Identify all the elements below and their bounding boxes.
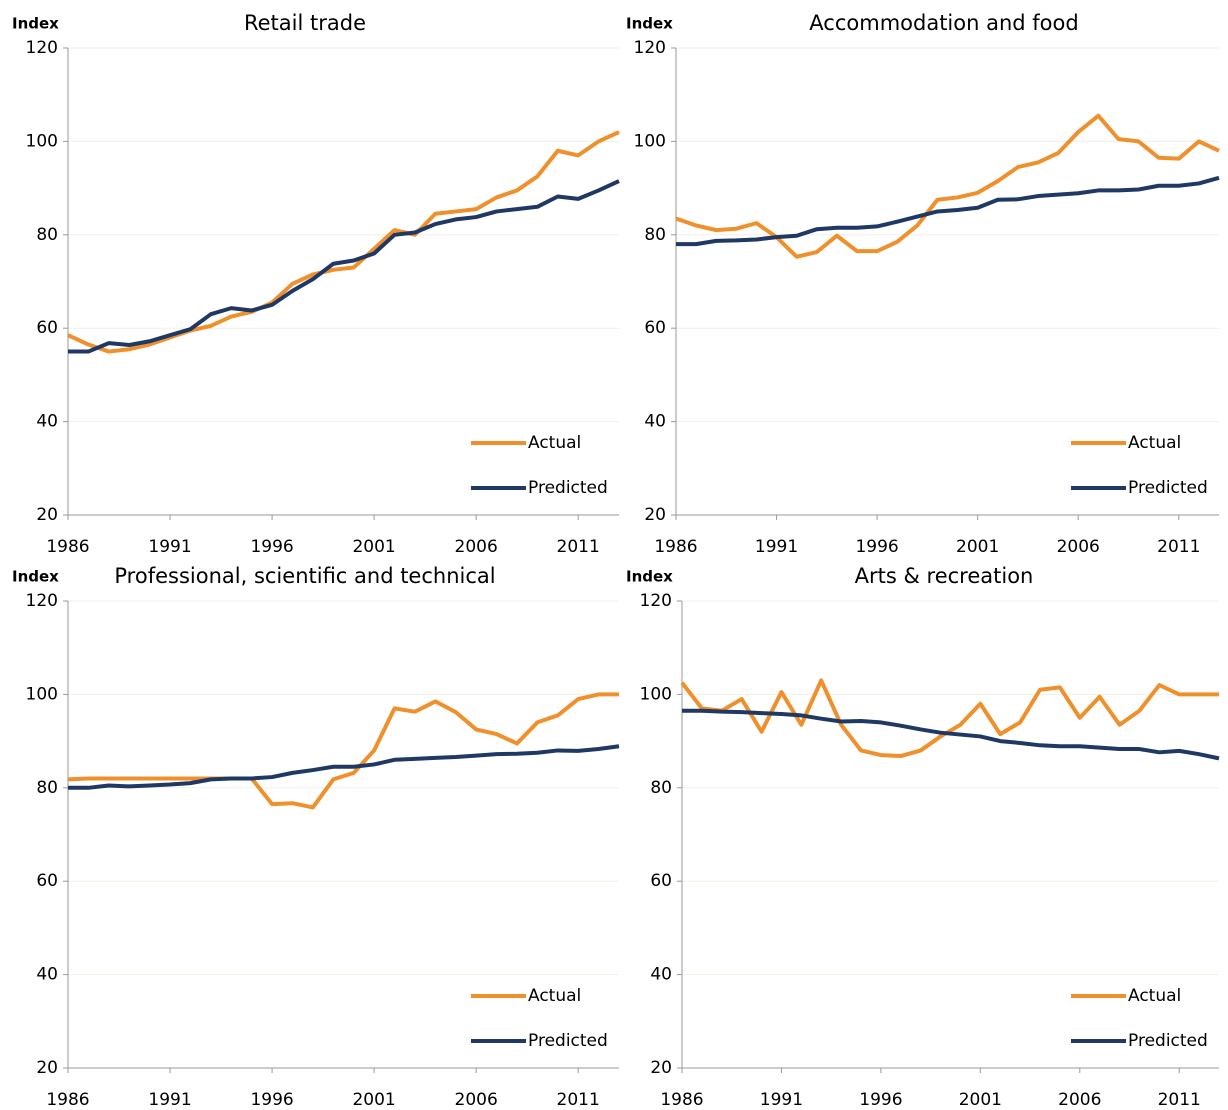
x-tick-label: 2006 [1058,1090,1101,1110]
y-tick-label: 120 [640,591,672,611]
y-tick-label: 80 [650,778,672,798]
y-tick-label: 20 [650,1058,672,1078]
chart-panel: Professional, scientific and technical In… [12,564,620,1110]
series-line [67,692,619,810]
x-tick-label: 2001 [959,1090,1002,1110]
y-tick-label: 120 [26,38,58,58]
legend-label: Predicted [528,1031,608,1051]
series-line [67,130,620,354]
y-tick-label: 20 [36,505,58,525]
y-tick-label: 20 [36,1058,58,1078]
y-tick-label: 120 [26,591,58,611]
x-tick-label: 2001 [352,537,395,557]
series-line [682,708,1220,761]
x-tick-label: 2006 [455,1090,498,1110]
series-line [68,744,620,790]
x-tick-label: 1986 [660,1090,703,1110]
x-tick-label: 1991 [755,537,798,557]
x-tick-label: 2006 [1057,537,1100,557]
legend-label: Predicted [528,478,608,498]
y-tick-label: 60 [644,318,666,338]
x-tick-label: 1986 [654,537,697,557]
y-tick-label: 80 [644,225,666,245]
series-line [68,179,620,354]
y-tick-label: 80 [36,778,58,798]
y-tick-label: 60 [36,871,58,891]
legend-label: Actual [528,986,581,1006]
x-tick-label: 2011 [1157,537,1200,557]
y-tick-label: 100 [26,684,58,704]
y-tick-label: 40 [650,965,672,985]
x-tick-label: 1991 [148,1090,191,1110]
x-tick-label: 1991 [760,1090,803,1110]
y-tick-label: 100 [640,684,672,704]
chart-panel: Retail trade Index 20 40 60 80 100 120 1986 1991 1… [12,11,620,557]
legend-label: Actual [1128,433,1181,453]
x-tick-label: 1996 [250,1090,293,1110]
chart-title: Accommodation and food [809,11,1078,35]
y-tick-label: 20 [644,505,666,525]
y-tick-label: 120 [634,38,666,58]
y-tick-label: 40 [36,412,58,432]
series-line [676,175,1220,247]
x-tick-label: 1996 [250,537,293,557]
x-tick-label: 1991 [148,537,191,557]
chart-panel: Accommodation and food Index 20 40 60 80 100 12… [626,11,1220,557]
x-tick-label: 2006 [455,537,498,557]
chart-title: Professional, scientific and technical [114,564,495,588]
x-tick-label: 2011 [557,1090,600,1110]
y-tick-label: 40 [36,965,58,985]
chart-title: Arts & recreation [855,564,1034,588]
y-tick-label: 100 [634,131,666,151]
y-axis-label: Index [626,15,673,33]
y-axis-label: Index [12,15,59,33]
x-tick-label: 1986 [46,537,89,557]
series-line [680,678,1219,759]
y-tick-label: 80 [36,225,58,245]
series-line [675,113,1220,259]
chart-title: Retail trade [244,11,366,35]
x-tick-label: 1986 [46,1090,89,1110]
x-tick-label: 2001 [352,1090,395,1110]
x-tick-label: 2011 [557,537,600,557]
legend-label: Predicted [1128,1031,1208,1051]
legend-label: Predicted [1128,478,1208,498]
x-tick-label: 2001 [956,537,999,557]
y-axis-label: Index [626,568,673,586]
y-tick-label: 60 [650,871,672,891]
y-tick-label: 40 [644,412,666,432]
y-tick-label: 100 [26,131,58,151]
chart-panel: Arts & recreation Index 20 40 60 80 100 120 1986… [626,564,1220,1110]
legend-label: Actual [528,433,581,453]
legend-label: Actual [1128,986,1181,1006]
y-axis-label: Index [12,568,59,586]
x-tick-label: 1996 [855,537,898,557]
x-tick-label: 2011 [1158,1090,1201,1110]
y-tick-label: 60 [36,318,58,338]
x-tick-label: 1996 [859,1090,902,1110]
